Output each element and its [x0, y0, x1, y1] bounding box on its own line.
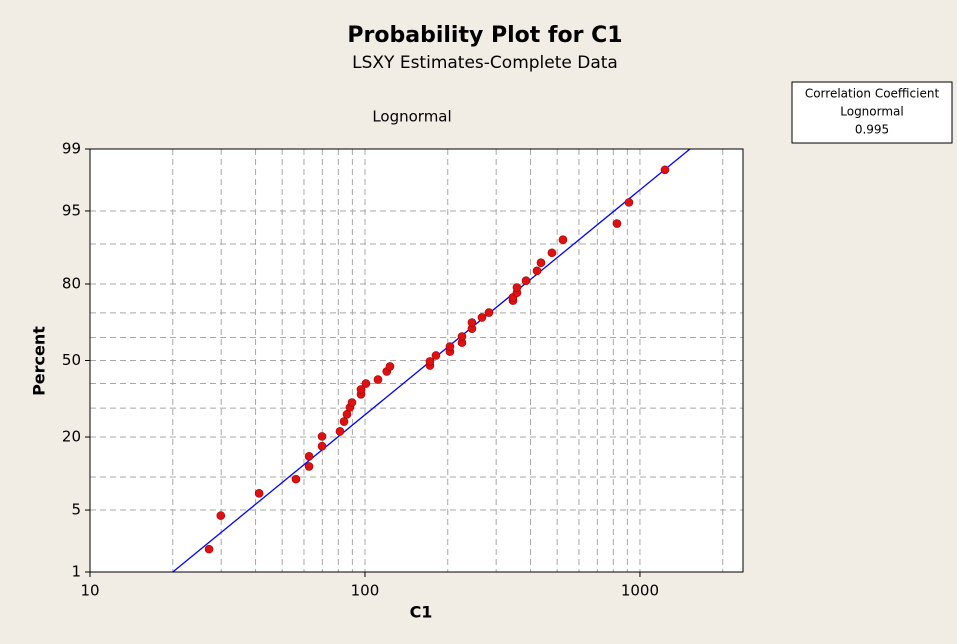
y-tick-label: 1 [71, 563, 81, 581]
data-point [318, 432, 326, 440]
legend-text: Correlation Coefficient [805, 87, 940, 101]
data-point [559, 236, 567, 244]
legend-text: Lognormal [840, 105, 903, 119]
y-tick-label: 99 [62, 140, 81, 158]
data-point [318, 442, 326, 450]
chart-title: Probability Plot for C1 [347, 23, 622, 48]
data-point [613, 220, 621, 228]
chart: Probability Plot for C1 LSXY Estimates-C… [0, 0, 957, 644]
y-tick-label: 80 [62, 274, 81, 292]
data-point [458, 333, 466, 341]
data-point [522, 277, 530, 285]
data-point [217, 512, 225, 520]
x-tick-label: 1000 [621, 582, 659, 600]
data-point [348, 399, 356, 407]
data-point [661, 166, 669, 174]
data-point [292, 475, 300, 483]
data-point [432, 351, 440, 359]
data-point [468, 319, 476, 327]
data-point [485, 309, 493, 317]
y-tick-label: 20 [62, 428, 81, 446]
x-tick-label: 10 [80, 582, 99, 600]
y-tick-label: 5 [71, 501, 81, 519]
data-point [340, 418, 348, 426]
data-point [305, 462, 313, 470]
legend-value: 0.995 [855, 123, 889, 137]
data-point [305, 452, 313, 460]
data-point [362, 380, 370, 388]
data-point [537, 259, 545, 267]
data-point [625, 198, 633, 206]
chart-subtitle: LSXY Estimates-Complete Data [352, 53, 618, 73]
data-point [513, 283, 521, 291]
x-axis-label: C1 [410, 603, 433, 622]
y-tick-label: 50 [62, 351, 81, 369]
data-point [446, 343, 454, 351]
data-point [478, 313, 486, 321]
data-point [533, 267, 541, 275]
data-point [386, 362, 394, 370]
y-axis-label: Percent [30, 326, 49, 396]
data-point [205, 545, 213, 553]
y-tick-label: 95 [62, 201, 81, 219]
data-point [255, 489, 263, 497]
data-point [336, 427, 344, 435]
data-point [548, 249, 556, 257]
data-point [374, 376, 382, 384]
x-tick-label: 100 [351, 582, 380, 600]
data-point [426, 357, 434, 365]
annotation: Lognormal [372, 108, 451, 126]
